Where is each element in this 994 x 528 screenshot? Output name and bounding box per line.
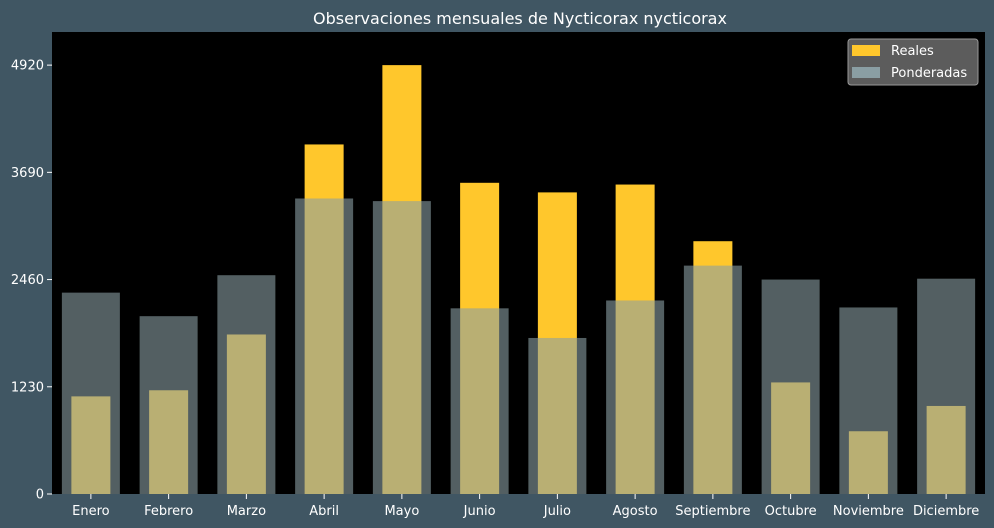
- y-tick-label-1230: 1230: [11, 380, 44, 395]
- legend-label-ponderadas: Ponderadas: [891, 66, 967, 81]
- x-tick-label-enero: Enero: [72, 504, 110, 519]
- plot-area: [52, 32, 985, 494]
- y-tick-label-2460: 2460: [11, 273, 44, 288]
- legend: Reales Ponderadas: [847, 38, 979, 86]
- x-tick-label-junio: Junio: [463, 504, 496, 519]
- x-tick-label-marzo: Marzo: [227, 504, 266, 519]
- ponderadas-bars: [61, 198, 976, 495]
- bar-ponderadas-junio: [450, 308, 509, 494]
- x-tick-label-febrero: Febrero: [144, 504, 193, 519]
- x-tick-label-agosto: Agosto: [613, 504, 658, 519]
- legend-label-reales: Reales: [891, 44, 934, 59]
- x-tick-label-diciembre: Diciembre: [913, 504, 979, 519]
- x-tick-label-mayo: Mayo: [384, 504, 419, 519]
- bar-ponderadas-abril: [295, 198, 354, 495]
- chart-title: Observaciones mensuales de Nycticorax ny…: [313, 9, 727, 28]
- y-axis: 0 1230 2460 3690 4920: [11, 59, 52, 503]
- legend-box: [847, 38, 979, 86]
- bar-ponderadas-septiembre: [683, 265, 742, 494]
- x-tick-label-noviembre: Noviembre: [833, 504, 904, 519]
- y-tick-label-4920: 4920: [11, 59, 44, 74]
- legend-swatch-reales: [852, 45, 880, 56]
- y-tick-label-0: 0: [36, 488, 44, 503]
- x-tick-label-abril: Abril: [309, 504, 339, 519]
- bar-ponderadas-diciembre: [917, 278, 976, 494]
- bar-ponderadas-julio: [528, 337, 587, 494]
- bar-ponderadas-octubre: [761, 279, 820, 494]
- x-tick-label-septiembre: Septiembre: [675, 504, 750, 519]
- bar-ponderadas-marzo: [217, 275, 276, 494]
- x-tick-label-octubre: Octubre: [765, 504, 817, 519]
- bar-ponderadas-mayo: [372, 201, 431, 494]
- legend-swatch-ponderadas: [852, 67, 880, 78]
- bar-ponderadas-febrero: [139, 316, 198, 494]
- x-tick-label-julio: Julio: [543, 504, 571, 519]
- y-tick-label-3690: 3690: [11, 166, 44, 181]
- x-axis: Enero Febrero Marzo Abril Mayo Junio Julio Agos…: [72, 494, 979, 519]
- bar-ponderadas-enero: [61, 292, 120, 494]
- bar-ponderadas-agosto: [606, 300, 665, 494]
- bar-ponderadas-noviembre: [839, 307, 898, 494]
